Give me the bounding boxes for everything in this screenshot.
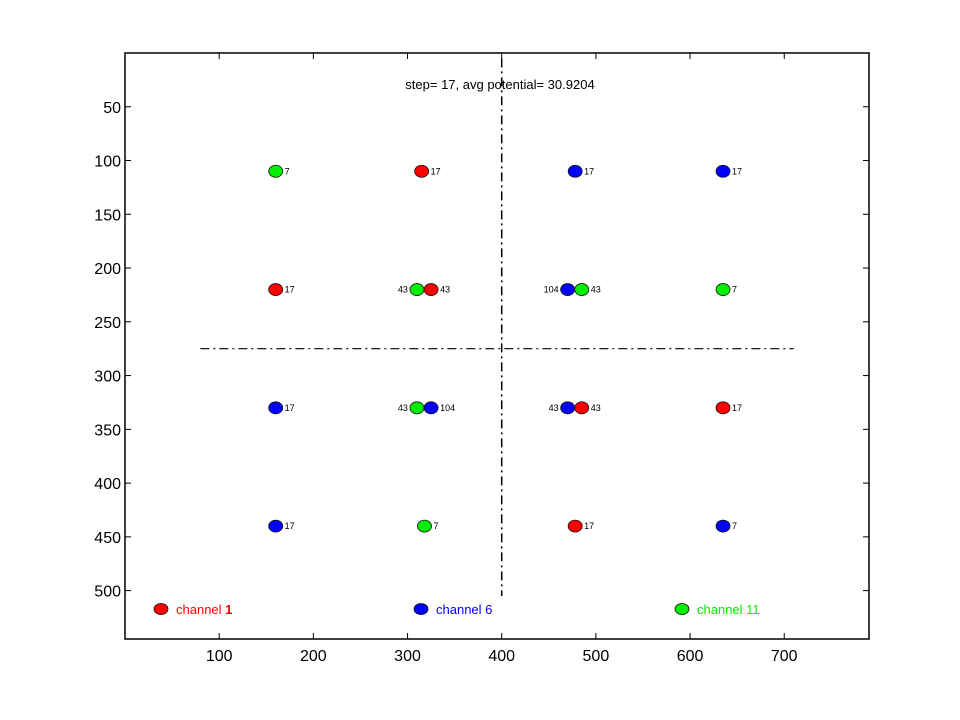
data-point-label: 17: [285, 521, 295, 531]
data-point-label: 7: [433, 521, 438, 531]
data-point-label: 104: [440, 403, 455, 413]
data-point-channel-6: [423, 401, 439, 415]
data-point-label: 104: [544, 285, 559, 295]
data-point-channel-1: [423, 283, 439, 296]
data-point-channel-6: [560, 401, 576, 415]
legend-marker: [674, 603, 690, 615]
data-point-label: 43: [398, 403, 408, 413]
data-point-label: 7: [732, 285, 737, 295]
y-tick-label: 50: [103, 100, 121, 117]
data-point-label: 43: [591, 403, 601, 413]
x-tick-label: 200: [300, 648, 327, 665]
data-point-channel-11: [417, 519, 432, 533]
legend-marker: [413, 603, 429, 615]
data-point-label: 7: [732, 521, 737, 531]
x-tick-label: 500: [583, 648, 610, 665]
y-tick-label: 500: [94, 584, 121, 601]
y-tick-label: 100: [94, 154, 121, 171]
axis-ticks: 100 200 300 400 500 600 700 50 100 150 200 250 300 35…: [94, 53, 869, 665]
y-tick-label: 400: [94, 476, 121, 493]
data-point-channel-6: [567, 164, 583, 178]
y-tick-label: 250: [94, 315, 121, 332]
x-tick-label: 700: [771, 648, 798, 665]
legend: channel 1 channel 6 channel 11: [153, 602, 760, 617]
legend-label: channel 11: [697, 602, 760, 617]
data-point-channel-1: [567, 519, 583, 533]
data-point-channel-11: [268, 164, 284, 178]
data-point-label: 43: [549, 403, 559, 413]
reference-lines: [200, 58, 794, 596]
data-point-channel-1: [268, 283, 284, 296]
y-tick-label: 300: [94, 369, 121, 386]
x-tick-label: 300: [394, 648, 421, 665]
plot-area: [124, 52, 870, 640]
y-tick-label: 150: [94, 207, 121, 224]
data-point-channel-11: [409, 283, 425, 296]
legend-label: channel 1: [176, 602, 232, 617]
x-tick-label: 400: [488, 648, 515, 665]
data-point-label: 17: [431, 166, 441, 176]
chart-title: step= 17, avg potential= 30.9204: [405, 77, 594, 92]
data-point-channel-6: [268, 401, 284, 415]
data-point-label: 17: [732, 166, 742, 176]
x-tick-label: 100: [206, 648, 233, 665]
data-point-label: 43: [440, 285, 450, 295]
y-tick-label: 350: [94, 422, 121, 439]
data-point-label: 7: [285, 166, 290, 176]
data-point-label: 17: [285, 403, 295, 413]
data-point-label: 17: [584, 521, 594, 531]
data-point-channel-6: [268, 519, 284, 533]
data-point-label: 17: [584, 166, 594, 176]
data-point-label: 43: [398, 285, 408, 295]
data-point-channel-1: [715, 401, 731, 415]
y-tick-label: 200: [94, 261, 121, 278]
data-point-channel-6: [560, 283, 576, 296]
data-point-label: 43: [591, 285, 601, 295]
data-point-channel-6: [715, 164, 731, 178]
data-point-channel-11: [715, 283, 731, 296]
data-point-channel-11: [574, 283, 590, 296]
legend-marker: [153, 603, 169, 615]
legend-label: channel 6: [436, 602, 492, 617]
data-point-channel-6: [715, 519, 731, 533]
data-point-label: 17: [285, 285, 295, 295]
data-point-channel-1: [414, 164, 430, 178]
data-points: 17 17 43 43 17 17 17 17 104 17 104 43 17 7 7 43 43 7 43 7: [268, 164, 742, 533]
x-tick-label: 600: [677, 648, 704, 665]
data-point-channel-11: [409, 401, 425, 415]
y-tick-label: 450: [94, 530, 121, 547]
data-point-channel-1: [574, 401, 590, 415]
data-point-label: 17: [732, 403, 742, 413]
legend-label-suffix: 1: [225, 602, 232, 617]
